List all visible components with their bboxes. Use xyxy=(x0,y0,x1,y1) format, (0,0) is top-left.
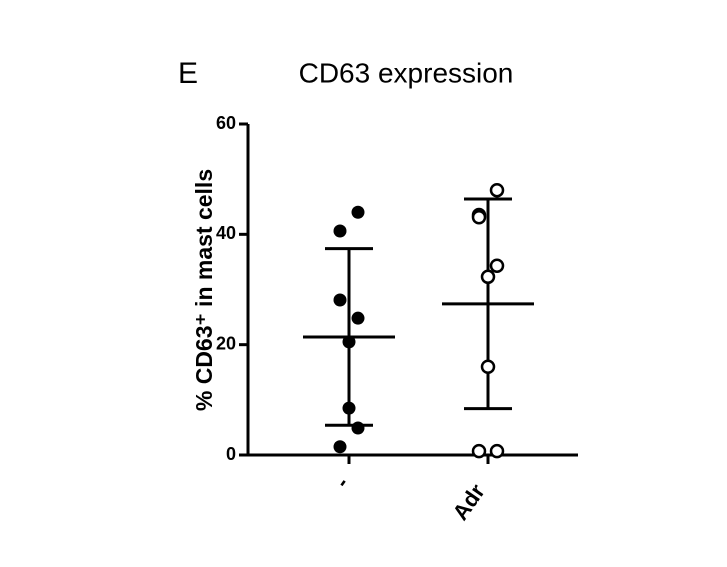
data-point xyxy=(489,182,505,198)
data-point xyxy=(471,209,487,225)
data-point xyxy=(333,293,347,307)
data-point xyxy=(351,421,365,435)
data-point xyxy=(342,335,356,349)
data-point xyxy=(480,359,496,374)
y-tick-label: 20 xyxy=(216,333,236,353)
y-tick-label: 40 xyxy=(216,223,236,243)
data-point xyxy=(489,258,505,274)
chart-title: CD63 expression xyxy=(299,57,514,88)
data-point xyxy=(489,443,505,459)
y-tick-label: 60 xyxy=(216,113,236,133)
y-tick-label: 0 xyxy=(226,444,236,464)
data-point xyxy=(342,401,356,415)
x-tick-label: Adr xyxy=(448,479,490,525)
data-point xyxy=(471,443,487,459)
data-point xyxy=(333,224,347,238)
y-axis-label: % CD63⁺ in mast cells xyxy=(191,169,217,411)
data-point xyxy=(333,440,347,454)
data-point xyxy=(351,311,365,325)
data-point xyxy=(351,205,365,219)
x-tick-label: - xyxy=(329,472,354,492)
panel-label: E xyxy=(178,57,198,90)
data-point xyxy=(480,269,496,285)
